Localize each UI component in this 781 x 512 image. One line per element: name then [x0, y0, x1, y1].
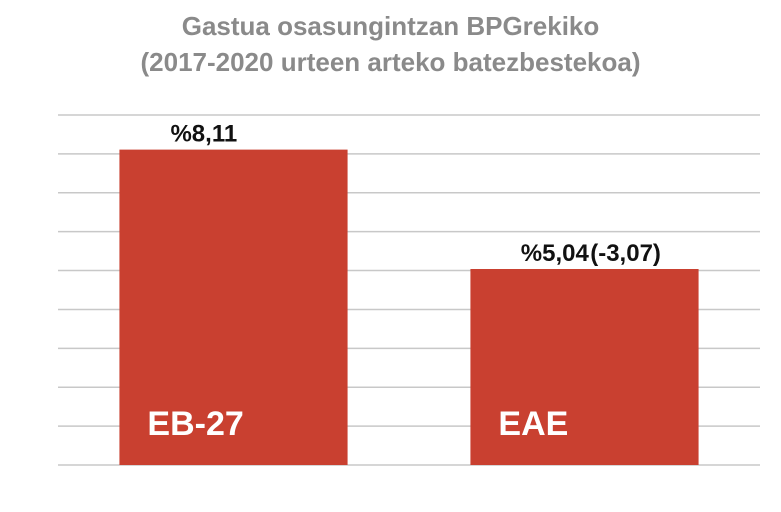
category-label-eae: EAE: [498, 405, 568, 443]
chart-title-line-2: (2017-2020 urteen arteko batezbestekoa): [140, 47, 641, 77]
annotation-eae: (-3,07): [590, 240, 661, 267]
category-label-eb-27: EB-27: [147, 405, 243, 443]
labels: %8,11 EB-27 %5,04 EAE (-3,07): [147, 121, 660, 443]
bars: [119, 149, 699, 465]
chart-title-line-1: Gastua osasungintzan BPGrekiko: [181, 11, 600, 41]
data-label-eae: %5,04: [521, 240, 590, 267]
data-label-eb-27: %8,11: [170, 121, 237, 148]
bar-eb-27: [119, 149, 348, 465]
chart-title: Gastua osasungintzan BPGrekiko (2017-202…: [0, 8, 781, 80]
bar-eae: [470, 269, 699, 465]
